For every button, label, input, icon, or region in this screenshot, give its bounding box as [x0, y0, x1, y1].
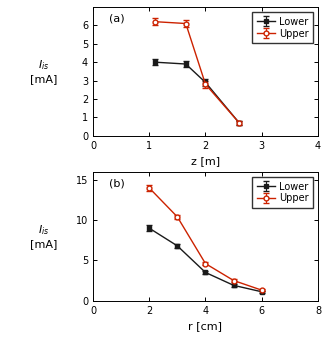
Y-axis label: $I_{is}$
[mA]: $I_{is}$ [mA] — [30, 59, 57, 84]
X-axis label: z [m]: z [m] — [191, 156, 220, 166]
X-axis label: r [cm]: r [cm] — [189, 321, 222, 331]
Legend: Lower, Upper: Lower, Upper — [252, 177, 313, 208]
Legend: Lower, Upper: Lower, Upper — [252, 12, 313, 44]
Text: (b): (b) — [109, 178, 124, 188]
Y-axis label: $I_{is}$
[mA]: $I_{is}$ [mA] — [30, 223, 57, 249]
Text: (a): (a) — [109, 14, 124, 23]
